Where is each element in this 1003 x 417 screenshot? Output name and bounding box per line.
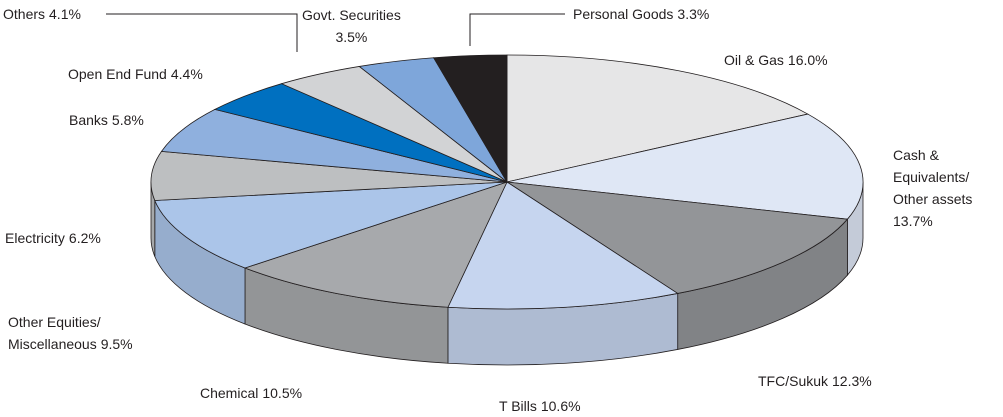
value-label: 10.5% — [262, 385, 303, 401]
value-label: 10.6% — [540, 398, 581, 414]
category-label: T Bills — [499, 398, 537, 414]
slice-label: TFC/Sukuk 12.3% — [758, 370, 872, 392]
slice-label: Personal Goods 3.3% — [573, 3, 709, 25]
slice-label: Other Equities/ Miscellaneous 9.5% — [8, 311, 133, 355]
category-label: Banks — [69, 112, 108, 128]
slice — [150, 150, 508, 201]
category-label: Chemical — [200, 385, 259, 401]
slice-label: Banks 5.8% — [69, 109, 144, 131]
leader-line — [106, 13, 298, 52]
category-label: Cash & Equivalents/ Other assets — [893, 147, 973, 207]
category-label: Open End Fund — [68, 66, 167, 82]
value-label: 13.7% — [893, 213, 933, 229]
pie-tops — [150, 54, 864, 310]
slice-label: Electricity 6.2% — [5, 227, 101, 249]
slice — [506, 113, 864, 220]
slice-label: Govt. Securities 3.5% — [302, 4, 401, 48]
leader-line — [469, 13, 565, 46]
slice-label: Cash & Equivalents/ Other assets 13.7% — [893, 144, 972, 232]
slice — [243, 181, 508, 308]
slice — [154, 181, 508, 269]
value-label: 4.4% — [170, 66, 203, 82]
slice — [432, 54, 508, 184]
slice — [160, 108, 508, 183]
slice-label: Oil & Gas 16.0% — [724, 49, 828, 71]
value-label: 16.0% — [787, 52, 828, 68]
slice-label: Others 4.1% — [3, 3, 81, 25]
slice-label: Chemical 10.5% — [200, 382, 302, 404]
value-label: 3.5% — [335, 29, 368, 45]
slice — [447, 181, 679, 310]
slice — [506, 54, 809, 183]
category-label: Electricity — [5, 230, 65, 246]
value-label: 12.3% — [832, 373, 872, 389]
value-label: 6.2% — [68, 230, 101, 246]
slice-label: T Bills 10.6% — [499, 395, 581, 417]
value-label: 3.3% — [677, 6, 710, 22]
category-label: TFC/Sukuk — [758, 373, 829, 389]
category-label: Other Equities/ Miscellaneous — [8, 314, 101, 352]
category-label: Govt. Securities — [302, 7, 401, 23]
slice — [506, 181, 849, 294]
category-label: Others — [3, 6, 46, 22]
value-label: 5.8% — [111, 112, 144, 128]
slice-label: Open End Fund 4.4% — [68, 63, 203, 85]
value-label: 4.1% — [49, 6, 81, 22]
leader-lines — [106, 13, 565, 52]
category-label: Oil & Gas — [724, 52, 784, 68]
category-label: Personal Goods — [573, 6, 674, 22]
value-label: 9.5% — [100, 336, 133, 352]
